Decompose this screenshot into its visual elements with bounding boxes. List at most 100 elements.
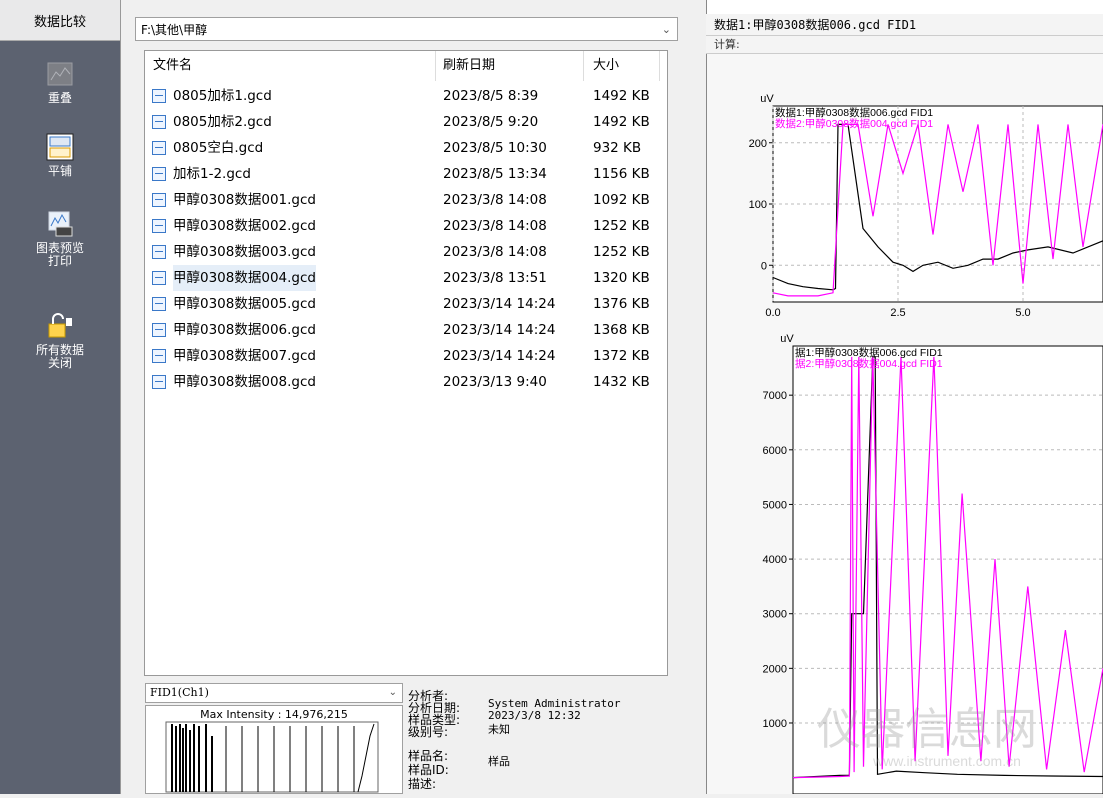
chart2-yaxis-label: uV: [780, 333, 794, 345]
file-date: 2023/3/14 14:24: [443, 296, 556, 312]
file-row[interactable]: 甲醇0308数据001.gcd 2023/3/8 14:08 1092 KB: [145, 187, 665, 213]
chart2-ytick-label: 7000: [763, 390, 787, 402]
chart1-xtick-label: 0.0: [765, 307, 780, 319]
chromatogram-file-icon: [152, 193, 166, 207]
mini-chromatogram-plot: [165, 721, 379, 793]
file-size: 1320 KB: [593, 270, 650, 286]
close-all-data-button[interactable]: 所有数据 关闭: [0, 312, 120, 370]
chromatogram-file-icon: [152, 115, 166, 129]
file-row[interactable]: 0805加标2.gcd 2023/8/5 9:20 1492 KB: [145, 109, 665, 135]
file-row[interactable]: 甲醇0308数据007.gcd 2023/3/14 14:24 1372 KB: [145, 343, 665, 369]
file-size: 1092 KB: [593, 192, 650, 208]
file-size: 1156 KB: [593, 166, 650, 182]
file-row[interactable]: 甲醇0308数据003.gcd 2023/3/8 14:08 1252 KB: [145, 239, 665, 265]
chart2-ytick-label: 2000: [763, 663, 787, 675]
file-date: 2023/3/14 14:24: [443, 322, 556, 338]
file-row[interactable]: 甲醇0308数据005.gcd 2023/3/14 14:24 1376 KB: [145, 291, 665, 317]
tile-label: 平铺: [47, 164, 72, 178]
calculation-label: 计算:: [706, 36, 1103, 54]
column-divider[interactable]: [583, 51, 584, 81]
chromatogram-file-icon: [152, 141, 166, 155]
file-name: 甲醇0308数据007.gcd: [173, 348, 316, 364]
chart1-yaxis-label: uV: [760, 93, 774, 105]
chart2-ytick-label: 4000: [763, 554, 787, 566]
folder-path-select[interactable]: F:\其他\甲醇 ⌄: [135, 17, 678, 41]
info-type-value: 未知: [488, 723, 510, 736]
file-row[interactable]: 甲醇0308数据002.gcd 2023/3/8 14:08 1252 KB: [145, 213, 665, 239]
chart2-legend-entry: 据2:甲醇0308数据004.gcd FID1: [795, 357, 943, 370]
file-row[interactable]: 甲醇0308数据008.gcd 2023/3/13 9:40 1432 KB: [145, 369, 665, 395]
chart1-ytick-label: 200: [749, 138, 767, 150]
overlay-label: 重叠: [47, 91, 72, 105]
channel-select[interactable]: FID1(Ch1) ⌄: [145, 683, 403, 703]
info-date-label: 分析日期:: [408, 701, 461, 715]
file-list: 文件名 刷新日期 大小 0805加标1.gcd 2023/8/5 8:39 1492…: [144, 50, 668, 676]
info-level-label: 级别号:: [408, 725, 449, 739]
left-toolbar: [0, 0, 120, 794]
column-divider[interactable]: [659, 51, 660, 81]
file-size: 1432 KB: [593, 374, 650, 390]
file-row[interactable]: 甲醇0308数据006.gcd 2023/3/14 14:24 1368 KB: [145, 317, 665, 343]
file-name: 甲醇0308数据003.gcd: [173, 244, 316, 260]
chromatogram-file-icon: [152, 245, 166, 259]
file-row[interactable]: 0805加标1.gcd 2023/8/5 8:39 1492 KB: [145, 83, 665, 109]
channel-value: FID1(Ch1): [150, 686, 209, 699]
file-date: 2023/8/5 13:34: [443, 166, 547, 182]
chromatogram-charts: 0 100 200 uV 0.0 2.5 5.0 数据1:甲醇0308数据006.gcd FI…: [749, 93, 1103, 795]
file-date: 2023/3/8 14:08: [443, 244, 547, 260]
chevron-down-icon[interactable]: ⌄: [388, 687, 397, 698]
file-date: 2023/3/8 13:51: [443, 270, 547, 286]
chart1-legend-entry: 数据2:甲醇0308数据004.gcd FID1: [775, 117, 933, 130]
close-all-data-icon: [46, 312, 74, 340]
print-preview-label-1: 图表预览: [35, 241, 84, 255]
column-divider[interactable]: [435, 51, 436, 81]
info-analyst-label: 分析者:: [408, 689, 449, 703]
chromatogram-file-icon: [152, 297, 166, 311]
chromatogram-file-icon: [152, 89, 166, 103]
chart1-ytick-label: 0: [761, 260, 767, 272]
column-header-date[interactable]: 刷新日期: [443, 58, 496, 73]
file-date: 2023/3/8 14:08: [443, 218, 547, 234]
column-header-name[interactable]: 文件名: [153, 58, 193, 73]
file-size: 1376 KB: [593, 296, 650, 312]
chart2-ytick-label: 3000: [763, 609, 787, 621]
chart2-legend-entry: 据1:甲醇0308数据006.gcd FID1: [795, 346, 943, 359]
chevron-down-icon[interactable]: ⌄: [661, 23, 671, 36]
chromatogram-file-icon: [152, 219, 166, 233]
chart2-series-2-line: [792, 356, 1103, 779]
overlay-button[interactable]: 重叠: [0, 60, 120, 105]
print-preview-button[interactable]: 图表预览 打印: [0, 210, 120, 268]
tile-button[interactable]: 平铺: [0, 133, 120, 178]
file-row[interactable]: 甲醇0308数据004.gcd 2023/3/8 13:51 1320 KB: [145, 265, 665, 291]
file-name: 甲醇0308数据001.gcd: [173, 192, 316, 208]
info-sample-name-label: 样品名:: [408, 749, 449, 763]
file-name: 甲醇0308数据008.gcd: [173, 374, 316, 390]
chart2-ytick-label: 1000: [763, 718, 787, 730]
watermark-text: 仪器信息网: [817, 705, 1037, 754]
file-size: 932 KB: [593, 140, 642, 156]
file-name: 0805加标2.gcd: [173, 114, 272, 130]
chart1-legend-entry: 数据1:甲醇0308数据006.gcd FID1: [775, 106, 933, 119]
file-row[interactable]: 0805空白.gcd 2023/8/5 10:30 932 KB: [145, 135, 665, 161]
file-date: 2023/8/5 9:20: [443, 114, 539, 130]
file-size: 1492 KB: [593, 114, 650, 130]
file-size: 1252 KB: [593, 218, 650, 234]
info-sample-name-value: 样品: [488, 755, 510, 768]
file-size: 1368 KB: [593, 322, 650, 338]
chart1-xtick-label: 2.5: [890, 307, 905, 319]
file-date: 2023/8/5 10:30: [443, 140, 547, 156]
chart2-ytick-label: 5000: [763, 499, 787, 511]
panel-splitter[interactable]: [686, 0, 700, 794]
chromatogram-file-icon: [152, 167, 166, 181]
print-preview-icon: [46, 210, 74, 238]
file-name: 甲醇0308数据006.gcd: [173, 322, 316, 338]
info-type-label: 样品类型:: [408, 713, 461, 727]
chart1-series-1-line: [772, 123, 1103, 291]
tile-chart-icon: [46, 133, 74, 161]
file-name: 0805空白.gcd: [173, 140, 264, 156]
column-header-size[interactable]: 大小: [593, 58, 620, 73]
info-date-value: 2023/3/8 12:32: [488, 709, 581, 722]
file-row[interactable]: 加标1-2.gcd 2023/8/5 13:34 1156 KB: [145, 161, 665, 187]
overlay-chart-icon: [46, 60, 74, 88]
chromatogram-file-icon: [152, 349, 166, 363]
